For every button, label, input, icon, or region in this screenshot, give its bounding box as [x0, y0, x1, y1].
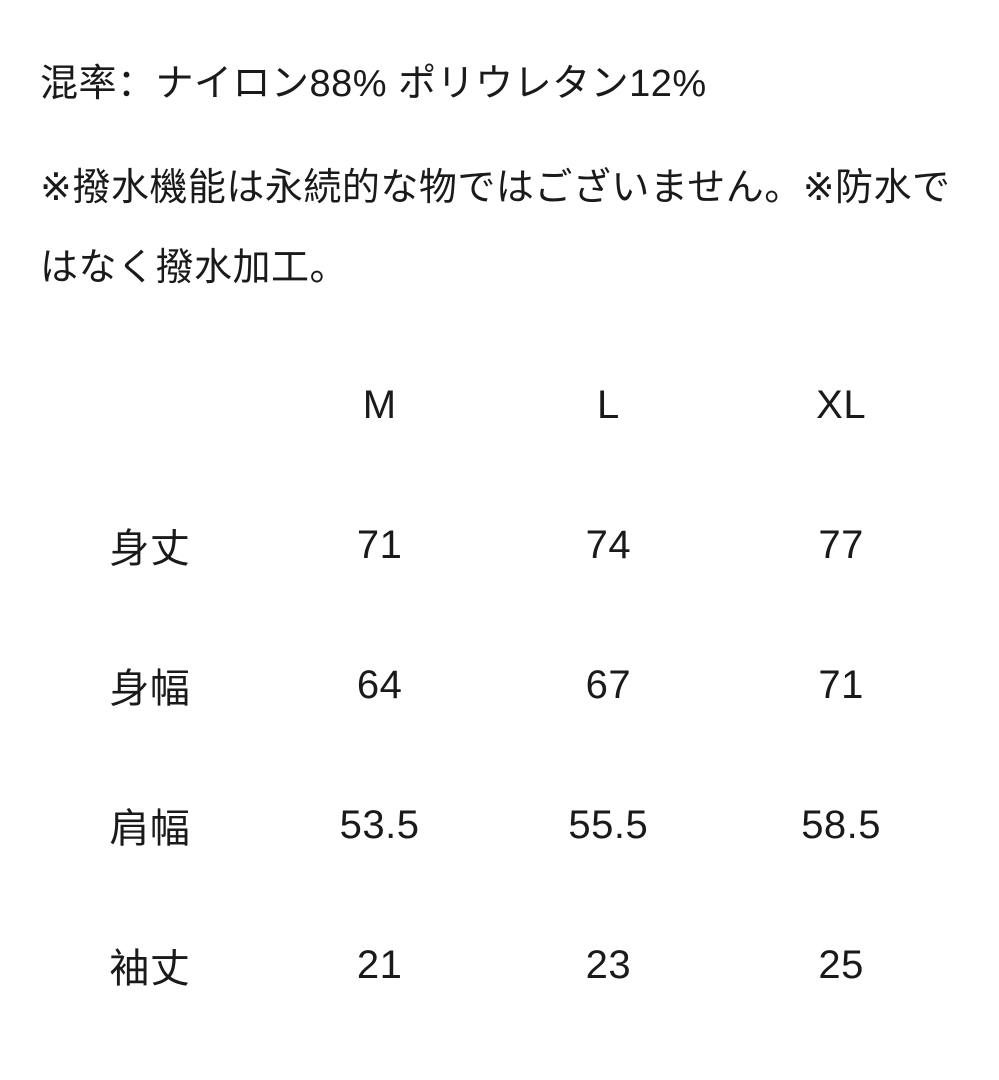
size-column-header-m: M: [362, 382, 397, 427]
table-row-shoulder-width: 肩幅 53.5 55.5 58.5: [0, 755, 999, 895]
size-value-m: 53.5: [339, 802, 420, 847]
size-value-m: 71: [356, 522, 403, 567]
size-value-xl: 77: [818, 522, 864, 567]
size-chart-table: M L XL 身丈 71 74 77 身幅 64 67 71 肩幅 53.5 5…: [0, 335, 999, 1035]
fabric-composition-text: 混率：ナイロン88% ポリウレタン12%: [40, 63, 707, 105]
size-row-label: 身丈: [109, 527, 191, 571]
size-value-xl: 71: [818, 662, 864, 707]
size-value-m: 21: [356, 942, 403, 987]
size-value-xl: 25: [818, 942, 864, 987]
size-column-header-l: L: [596, 382, 620, 427]
table-row-body-width: 身幅 64 67 71: [0, 615, 999, 755]
size-value-xl: 58.5: [801, 802, 882, 847]
size-value-m: 64: [356, 662, 403, 707]
size-value-l: 23: [585, 942, 632, 987]
size-chart-header-row: M L XL: [0, 335, 999, 475]
table-row-body-length: 身丈 71 74 77: [0, 475, 999, 615]
size-value-l: 67: [585, 662, 632, 707]
table-row-sleeve-length: 袖丈 21 23 25: [0, 895, 999, 1035]
size-value-l: 55.5: [568, 802, 649, 847]
size-value-l: 74: [585, 522, 632, 567]
size-row-label: 肩幅: [109, 807, 191, 851]
size-column-header-xl: XL: [816, 382, 867, 427]
size-row-label: 袖丈: [109, 947, 191, 991]
size-row-label: 身幅: [109, 667, 191, 711]
water-repellent-note-text: ※撥水機能は永続的な物ではございません。※防水ではなく撥水加工。: [40, 167, 951, 289]
